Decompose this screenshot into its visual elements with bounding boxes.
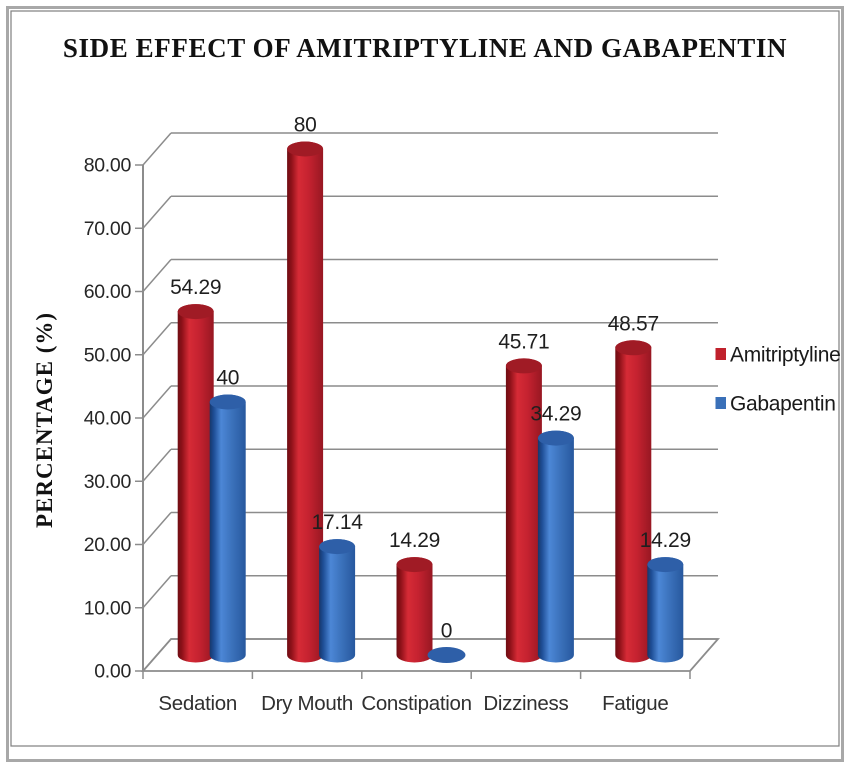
data-label-amitriptyline-3: 45.71 <box>498 330 549 353</box>
y-tick-label: 0.00 <box>94 661 131 683</box>
gridline-slant <box>142 575 172 609</box>
plot-area: 0.00 10.00 20.00 30.00 40.00 50.00 60.00 70.00 8… <box>84 114 720 715</box>
data-label-gabapentin-3: 34.29 <box>530 403 581 426</box>
category-label: Constipation <box>361 692 471 715</box>
bar-top-amitriptyline-1 <box>287 141 324 157</box>
data-label-amitriptyline-2: 14.29 <box>389 529 440 552</box>
bar-zero-gabapentin-2 <box>427 647 466 663</box>
legend: Amitriptyline Gabapentin <box>715 344 841 416</box>
data-label-amitriptyline-4: 48.57 <box>608 312 659 335</box>
bar-body-gabapentin-3 <box>537 430 574 663</box>
category-label: Fatigue <box>602 692 668 715</box>
data-label-gabapentin-4: 14.29 <box>640 529 691 552</box>
gridline-slant <box>142 132 172 166</box>
bar-top-gabapentin-0 <box>209 394 246 410</box>
gridline-slant <box>142 195 172 229</box>
category-label: Sedation <box>158 692 237 715</box>
y-tick-label: 20.00 <box>84 534 132 556</box>
bar-top-gabapentin-3 <box>537 430 574 446</box>
bar-body-gabapentin-4 <box>647 557 684 663</box>
bar-body-amitriptyline-1 <box>287 141 324 663</box>
legend-label-amitriptyline: Amitriptyline <box>730 344 840 367</box>
legend-label-gabapentin: Gabapentin <box>730 393 836 416</box>
y-tick-label: 80.00 <box>84 155 132 177</box>
gridline-slant <box>142 638 172 672</box>
y-tick-label: 50.00 <box>84 344 132 366</box>
chart-area-border <box>10 10 840 747</box>
legend-swatch-amitriptyline <box>715 348 726 360</box>
category-label: Dizziness <box>483 692 568 715</box>
bar-top-amitriptyline-0 <box>177 304 214 320</box>
bar-body-gabapentin-1 <box>319 539 356 663</box>
gridline-slant <box>142 512 172 545</box>
data-label-gabapentin-0: 40 <box>216 367 239 390</box>
y-tick-label: 70.00 <box>84 218 132 240</box>
y-tick-label: 30.00 <box>84 471 132 493</box>
bar-body-amitriptyline-3 <box>505 358 542 663</box>
data-label-gabapentin-2: 0 <box>441 620 452 643</box>
data-label-amitriptyline-1: 80 <box>294 114 317 137</box>
bar-top-amitriptyline-3 <box>505 358 542 374</box>
y-tick-label: 60.00 <box>84 281 132 303</box>
y-axis-title: PERCENTAGE (%) <box>32 312 57 528</box>
chart-title: SIDE EFFECT OF AMITRIPTYLINE AND GABAPEN… <box>62 33 788 63</box>
category-label: Dry Mouth <box>261 692 353 715</box>
bar-body-gabapentin-0 <box>209 394 246 663</box>
gridline-slant <box>142 385 172 419</box>
bar-top-gabapentin-1 <box>319 539 356 555</box>
gridline-slant <box>142 259 172 292</box>
bar-body-amitriptyline-0 <box>177 304 214 663</box>
bar-body-amitriptyline-2 <box>396 557 433 663</box>
y-tick-label: 10.00 <box>84 597 132 619</box>
bar-top-amitriptyline-4 <box>615 340 652 356</box>
y-tick-label: 40.00 <box>84 408 132 430</box>
gridline-slant <box>142 448 172 482</box>
data-label-gabapentin-1: 17.14 <box>312 511 364 534</box>
bar-top-amitriptyline-2 <box>396 557 433 573</box>
data-label-amitriptyline-0: 54.29 <box>170 276 221 299</box>
legend-swatch-gabapentin <box>715 397 726 409</box>
gridline-slant <box>142 322 172 356</box>
bar-top-gabapentin-4 <box>647 557 684 573</box>
bar-body-amitriptyline-4 <box>615 340 652 663</box>
